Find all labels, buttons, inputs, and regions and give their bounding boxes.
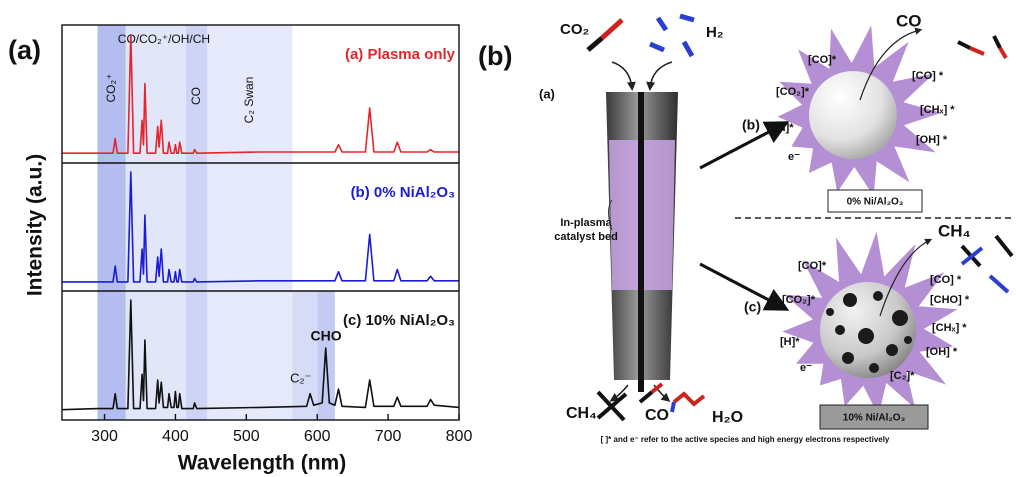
molecule [670,401,676,413]
molecule [596,392,628,420]
catalyst-name: 10% Ni/Al₂O₃ [843,413,906,424]
molecule [994,234,1014,258]
molecule [638,390,654,404]
molecule [988,274,1010,294]
diagram: (b) CO₂ H₂ (a) In-plasma catalyst bed CH… [478,11,1014,444]
band-label: CHO [311,328,342,344]
legend-entry: (c) 10% NiAl₂O₃ [343,312,455,329]
species-label: [CHO] * [930,294,970,306]
molecule [992,35,1002,49]
band-label: C₂⁻ [290,370,311,385]
arrow [653,384,671,402]
species-label: e⁻ [800,362,812,374]
arrow [611,61,636,91]
x-tick-label: 400 [162,428,189,445]
species-labels: [CO]* [CO₂]* [H]* e⁻ [CO] * [CHₓ] * [OH] * [CO]… [774,54,970,382]
feed-label: H₂ [706,24,724,41]
species-label: [CO]* [808,54,837,66]
molecule [681,40,695,58]
footnote: [ ]* and e⁻ refer to the active species … [601,435,890,444]
spectrum-line [62,171,459,283]
ni-sites [826,291,912,373]
reactor-label: (a) [539,86,555,101]
molecule [672,391,706,407]
arrow [879,238,933,317]
catalyst-box [819,404,929,430]
case-label: (c) [744,299,761,315]
product-label: CH₄ [938,221,971,240]
panel-label: (a) [8,35,41,65]
molecule [969,46,985,56]
product-label: CO [645,407,669,424]
band [97,25,126,420]
species-label: [CO₂]* [782,294,816,306]
band-label: C₂ Swan [242,77,256,124]
molecule [655,16,669,32]
molecule [650,382,664,394]
species-label: [H]* [780,336,800,348]
catalyst-label: In-plasma [560,217,612,229]
molecule [679,13,695,23]
molecule [649,41,665,53]
molecule [960,246,984,266]
x-tick-label: 600 [304,428,331,445]
molecule [957,40,971,50]
species-label: [C₂]* [890,370,915,382]
x-tick-label: 700 [375,428,402,445]
spectrum-line [62,34,459,154]
species-label: [OH] * [916,134,948,146]
catalyst-particle [809,71,897,159]
species-label: e⁻ [788,151,800,163]
band [207,25,293,420]
species-label: [H]* [774,122,794,134]
band-label: CO/CO₂⁺/OH/CH [118,32,210,46]
y-axis-label: Intensity (a.u.) [24,154,47,296]
x-tick-label: 800 [446,428,473,445]
product-label: CO [896,11,922,30]
feed-label: CO₂ [560,21,589,38]
species-label: [CO] * [930,274,962,286]
x-tick-label: 300 [91,428,118,445]
band-label: CO₂⁺ [104,74,118,103]
species-label: [CHₓ] * [920,104,955,116]
species-label: [OH] * [926,346,958,358]
species-label: [CO] * [912,70,944,82]
arrow [699,121,790,170]
species-label: [CO₂]* [776,86,810,98]
x-tick-label: 500 [233,428,260,445]
catalyst-name: 0% Ni/Al₂O₃ [847,197,904,208]
case-label: (b) [742,117,760,133]
arrow [699,262,790,311]
catalyst-box [827,189,923,213]
band [186,25,208,420]
catalyst-label: catalyst bed [554,231,618,243]
legend-entry: (b) 0% NiAl₂O₃ [351,184,456,201]
species-label: [CO]* [798,260,827,272]
spectra-chart: (a) Intensity (a.u.) Wavelength (nm) CO₂… [8,24,473,475]
spectrum-line [61,299,460,411]
species-label: [CHₓ] * [932,322,967,334]
molecule [586,36,604,52]
band-label: CO [189,87,203,105]
plot-frame [61,24,460,421]
electrode [638,92,644,392]
band [125,25,187,420]
molecule [600,18,624,40]
legend-entry: (a) Plasma only [345,46,456,63]
arrow [859,27,923,101]
pointer [608,199,613,231]
molecule [998,46,1008,60]
arrow [609,384,629,402]
product-label: CH₄ [566,405,597,422]
panel-label: (b) [478,41,512,71]
band [292,291,318,420]
x-axis-label: Wavelength (nm) [178,452,346,475]
product-label: H₂O [712,409,743,426]
arrow [646,61,673,91]
